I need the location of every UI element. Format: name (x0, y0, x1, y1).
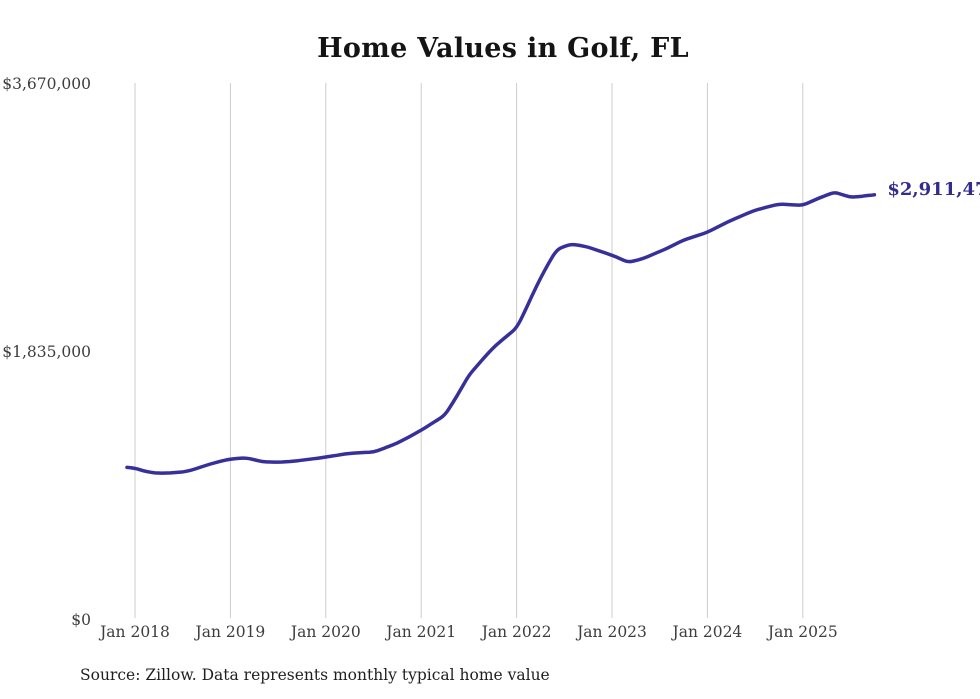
y-axis-tick-label: $0 (71, 610, 91, 629)
x-axis-tick-label: Jan 2023 (577, 623, 647, 641)
y-axis-tick-label: $3,670,000 (2, 74, 91, 93)
x-axis-tick-label: Jan 2018 (100, 623, 170, 641)
x-axis-tick-label: Jan 2020 (290, 623, 361, 641)
x-axis-tick-label: Jan 2022 (481, 623, 552, 641)
x-axis-tick-label: Jan 2024 (672, 623, 743, 641)
chart-title: Home Values in Golf, FL (317, 33, 689, 64)
latest-value-label: $2,911,478 (887, 178, 980, 200)
x-axis-tick-label: Jan 2025 (767, 623, 838, 641)
y-axis-tick-label: $1,835,000 (2, 342, 91, 361)
home-value-line-series (125, 191, 877, 475)
source-note: Source: Zillow. Data represents monthly … (80, 666, 550, 684)
x-axis-tick-label: Jan 2019 (195, 623, 266, 641)
x-axis-tick-label: Jan 2021 (386, 623, 457, 641)
